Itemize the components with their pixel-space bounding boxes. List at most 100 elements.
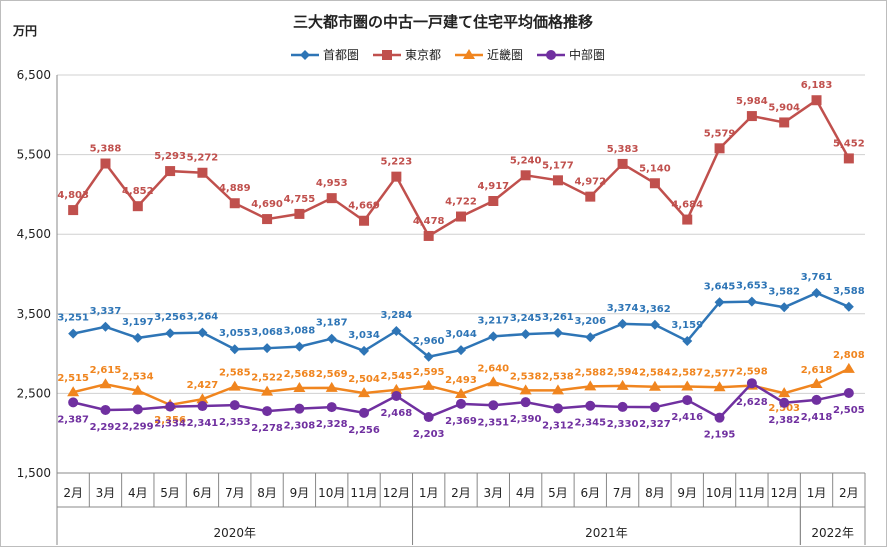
data-point [616, 379, 629, 390]
data-label: 2,299 [122, 421, 154, 432]
x-tick-label: 12月 [771, 486, 798, 500]
x-tick-label: 5月 [160, 486, 180, 500]
data-label: 2,587 [671, 367, 703, 378]
data-point [519, 384, 532, 395]
y-tick-label: 3,500 [17, 307, 51, 321]
data-point [100, 158, 111, 169]
data-label: 4,755 [284, 194, 316, 205]
data-point [67, 386, 80, 397]
data-label: 2,328 [316, 419, 348, 430]
data-point [229, 198, 240, 209]
legend-label: 首都圏 [323, 48, 359, 62]
x-tick-label: 6月 [580, 486, 600, 500]
x-tick-label: 4月 [516, 486, 536, 500]
data-label: 4,669 [348, 201, 380, 212]
data-label: 2,334 [154, 419, 186, 430]
x-tick-label: 4月 [128, 486, 148, 500]
data-label: 3,245 [510, 313, 542, 324]
data-point [229, 400, 240, 411]
data-point [422, 379, 435, 390]
x-tick-label: 7月 [613, 486, 633, 500]
data-point [423, 230, 434, 241]
x-axis: 2月 3月 4月 5月 6月 7月 8月 9月 10月 11月 12月 1月 2月 3月 4月 5月 6月 7月 8… [56, 473, 866, 545]
x-tick-label: 3月 [483, 486, 503, 500]
data-label: 3,588 [833, 286, 865, 297]
data-label: 6,183 [801, 80, 833, 91]
data-point [648, 380, 661, 391]
data-point [390, 383, 403, 394]
data-point [132, 404, 143, 415]
data-label: 2,505 [833, 405, 865, 416]
data-label: 5,383 [607, 144, 639, 155]
legend-label: 中部圏 [569, 47, 605, 62]
data-point [617, 401, 628, 412]
data-label: 4,684 [671, 200, 703, 211]
data-point [165, 166, 176, 177]
x-tick-label: 10月 [706, 486, 733, 500]
data-label: 3,251 [57, 313, 89, 324]
data-label: 4,690 [251, 199, 283, 210]
y-tick-label: 4,500 [17, 227, 51, 241]
data-label: 5,240 [510, 155, 542, 166]
data-point [100, 321, 111, 332]
data-point [294, 208, 305, 219]
data-label: 2,534 [122, 372, 154, 383]
data-point [585, 191, 596, 202]
x-tick-label: 8月 [257, 486, 277, 500]
data-label: 2,203 [413, 429, 445, 440]
data-point [746, 111, 757, 122]
data-label: 5,904 [768, 102, 800, 113]
data-point [779, 397, 790, 408]
data-label: 2,598 [736, 367, 768, 378]
data-label: 3,217 [477, 315, 509, 326]
data-label: 3,034 [348, 330, 380, 341]
data-label: 3,159 [671, 320, 703, 331]
data-label: 3,055 [219, 328, 251, 339]
data-label: 4,953 [316, 178, 348, 189]
chart-title: 三大都市圏の中古一戸建て住宅平均価格推移 [293, 13, 593, 31]
year-label: 2021年 [585, 526, 628, 540]
data-label: 3,362 [639, 304, 671, 315]
data-point [810, 378, 823, 389]
x-tick-label: 1月 [419, 486, 439, 500]
data-point [197, 167, 208, 178]
data-label: 2,503 [768, 403, 800, 414]
data-point [165, 328, 176, 339]
data-label: 2,418 [801, 412, 833, 423]
data-label: 3,337 [90, 306, 122, 317]
data-point [584, 380, 597, 391]
data-point [132, 201, 143, 212]
data-label: 2,341 [187, 418, 219, 429]
data-label: 5,579 [704, 128, 736, 139]
data-point [325, 381, 338, 392]
data-point [811, 288, 822, 299]
data-point [100, 404, 111, 415]
data-point [359, 215, 370, 226]
data-point [779, 302, 790, 313]
x-tick-label: 7月 [225, 486, 245, 500]
data-point [165, 401, 176, 412]
y-tick-label: 2,500 [17, 386, 51, 400]
data-point [746, 378, 757, 389]
data-point [326, 193, 337, 204]
data-label: 2,808 [833, 350, 865, 361]
data-point [811, 394, 822, 405]
year-label: 2022年 [811, 526, 854, 540]
data-label: 2,504 [348, 374, 380, 385]
data-label: 4,722 [445, 197, 477, 208]
data-point [843, 153, 854, 164]
data-label: 2,522 [251, 373, 283, 384]
data-label: 2,515 [57, 373, 89, 384]
data-point [326, 333, 337, 344]
data-point [682, 335, 693, 346]
data-label: 2,493 [445, 375, 477, 386]
data-label: 2,628 [736, 397, 768, 408]
x-tick-label: 11月 [350, 486, 377, 500]
data-label: 4,889 [219, 183, 251, 194]
data-label: 2,584 [639, 368, 671, 379]
data-point [197, 401, 208, 412]
data-label: 3,582 [768, 286, 800, 297]
data-point [463, 49, 475, 59]
